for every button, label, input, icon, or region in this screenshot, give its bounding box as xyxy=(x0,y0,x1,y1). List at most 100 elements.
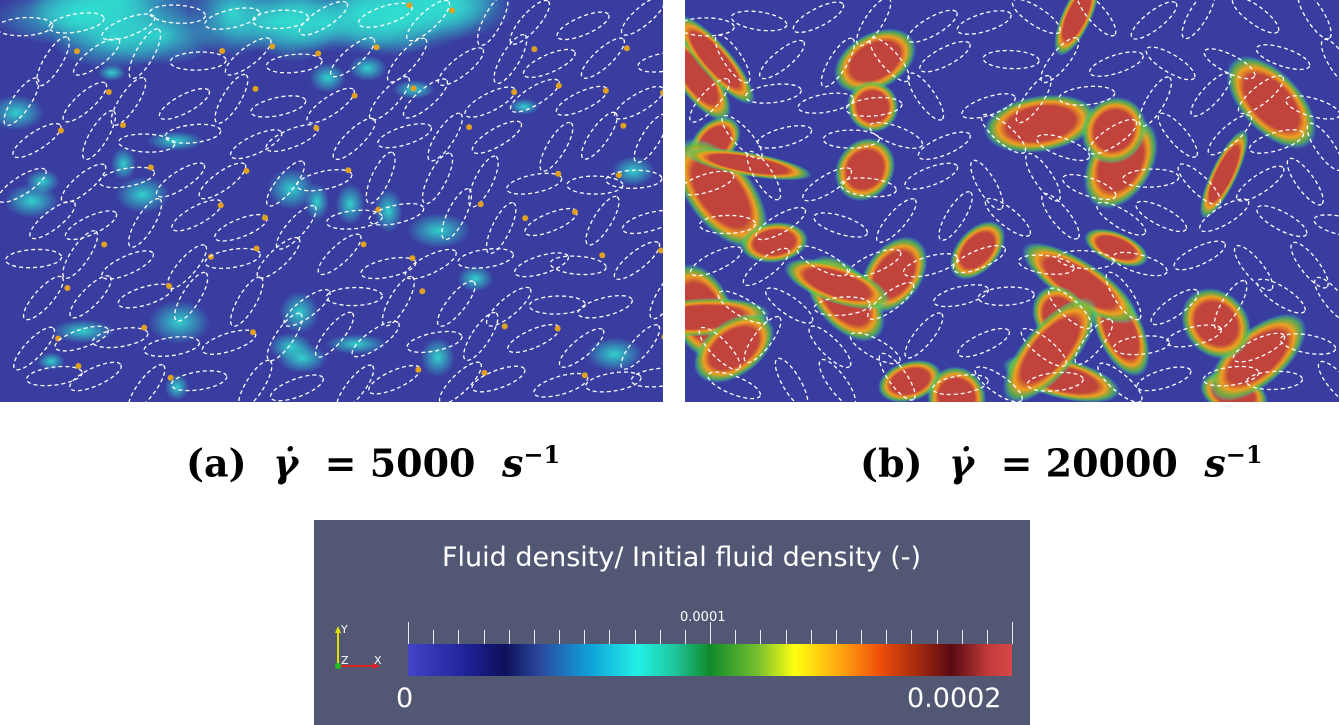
particle-outline xyxy=(848,248,902,278)
particle-outline xyxy=(1061,173,1117,201)
particle-outline xyxy=(368,202,425,226)
density-blob xyxy=(685,148,812,181)
particle-outline xyxy=(558,327,605,368)
density-blob xyxy=(321,0,478,55)
density-blob xyxy=(374,188,403,233)
contact-point xyxy=(75,363,82,370)
contact-point xyxy=(531,46,538,53)
particle-outline xyxy=(427,112,463,162)
contact-point xyxy=(141,324,148,331)
particle-outline xyxy=(485,286,532,327)
particle-outline xyxy=(1088,51,1144,77)
particle-outline xyxy=(0,16,54,37)
density-blob xyxy=(148,300,211,344)
particle-outline xyxy=(229,276,264,327)
density-blob xyxy=(693,313,775,384)
particle-outline xyxy=(938,191,973,241)
particle-outline xyxy=(463,311,499,362)
axis-x-label: X xyxy=(374,654,382,667)
contact-point xyxy=(554,325,561,332)
particle-outline xyxy=(1245,370,1304,391)
legend-tick xyxy=(433,630,435,644)
contact-point xyxy=(313,125,320,132)
density-blob xyxy=(1022,242,1138,325)
particle-outline xyxy=(325,209,383,230)
legend-tick xyxy=(684,630,686,644)
contact-point xyxy=(207,253,214,260)
particle-outline xyxy=(685,170,735,196)
particle-outline xyxy=(471,365,526,393)
particle-outline xyxy=(325,286,383,307)
particle-outline xyxy=(256,236,301,279)
density-blob xyxy=(784,258,890,310)
particle-outline xyxy=(796,245,849,277)
particle-outline xyxy=(22,275,64,321)
particle-outline xyxy=(1076,0,1117,37)
particle-outline xyxy=(127,364,166,402)
particle-outline xyxy=(797,92,855,114)
density-blob xyxy=(0,95,44,131)
particle-outline xyxy=(952,244,1007,274)
legend-tick xyxy=(559,630,560,644)
legend-tick xyxy=(886,630,888,644)
particle-outline xyxy=(1056,249,1115,270)
particle-outline xyxy=(471,120,523,155)
particle-outline xyxy=(917,131,971,161)
particle-outline xyxy=(72,37,121,76)
contact-point xyxy=(522,215,529,222)
legend-tick xyxy=(584,630,586,644)
particle-outline xyxy=(69,275,112,319)
particle-outline xyxy=(101,250,155,280)
legend-tick xyxy=(810,630,812,644)
contact-point xyxy=(57,127,64,134)
caption-a-unit: s xyxy=(501,440,524,486)
contact-point xyxy=(345,167,352,174)
density-blob xyxy=(51,319,115,343)
particle-outline xyxy=(266,312,303,362)
contact-point xyxy=(64,285,71,292)
particle-outline xyxy=(12,122,62,159)
particle-outline xyxy=(164,123,222,144)
particle-outline xyxy=(580,37,626,79)
simulation-image-b xyxy=(685,0,1339,402)
density-blob xyxy=(611,156,655,187)
density-blob xyxy=(984,94,1098,154)
density-blob xyxy=(420,337,455,378)
contact-point xyxy=(373,44,380,51)
density-blob xyxy=(878,359,942,402)
particle-outline xyxy=(549,255,607,276)
particle-outline xyxy=(730,10,788,32)
contact-point xyxy=(101,241,108,248)
density-blob xyxy=(277,343,328,373)
particle-outline xyxy=(1088,118,1138,155)
particle-outline xyxy=(283,288,331,327)
particle-outline xyxy=(974,366,1023,402)
particle-outline xyxy=(1150,288,1199,326)
contact-point xyxy=(501,323,508,330)
density-blob xyxy=(37,352,65,371)
particle-outline xyxy=(818,358,857,402)
particle-outline xyxy=(756,125,813,149)
density-blob xyxy=(1081,96,1147,164)
density-blob xyxy=(25,169,60,194)
legend-tick xyxy=(634,630,636,644)
particle-outline xyxy=(904,162,959,190)
particle-outline xyxy=(158,87,211,120)
particle-outline xyxy=(1020,327,1067,367)
density-blob xyxy=(1226,55,1317,149)
contact-point xyxy=(166,282,173,289)
caption-b-label: (b) xyxy=(860,440,923,486)
contact-point xyxy=(269,43,276,50)
contact-point xyxy=(409,255,416,262)
particle-outline xyxy=(698,214,757,235)
particle-outline xyxy=(54,325,109,352)
density-blob xyxy=(1199,129,1249,219)
particle-outline xyxy=(855,0,892,47)
axes-triad-icon: Y Z X xyxy=(335,623,382,669)
density-blob xyxy=(27,0,153,36)
contact-point xyxy=(249,329,256,336)
density-blob xyxy=(110,147,137,181)
particle-outline xyxy=(839,177,897,198)
particle-outline xyxy=(441,188,473,241)
caption-a-symbol: γ̇ xyxy=(273,440,299,486)
